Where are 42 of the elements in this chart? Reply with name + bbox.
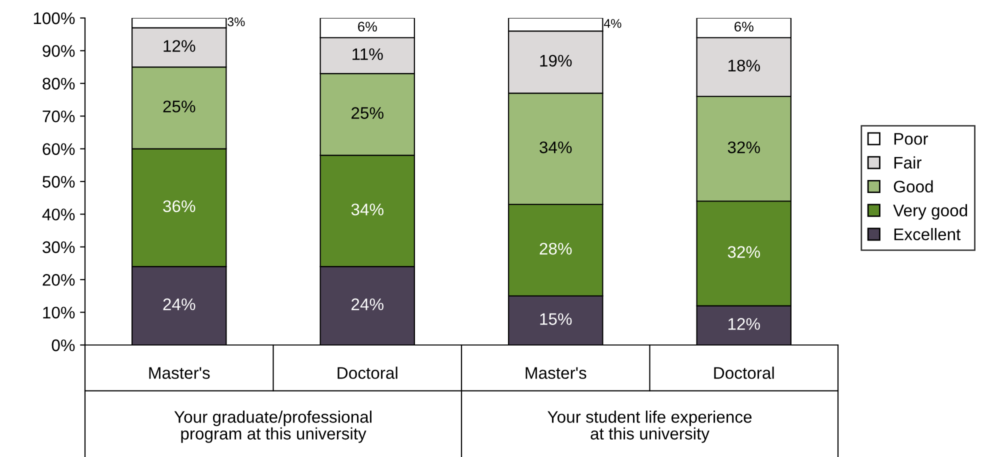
legend-label: Excellent (894, 228, 961, 240)
y-tick-label: 20% (42, 274, 75, 286)
legend-label: Good (894, 180, 933, 193)
data-label: 34% (351, 204, 384, 216)
y-tick-label: 100% (34, 12, 75, 24)
data-label: 36% (163, 200, 196, 212)
data-label: 6% (734, 22, 754, 32)
y-tick-label: 70% (42, 110, 75, 122)
legend-label: Poor (894, 133, 928, 145)
text: Your graduate/professional program at this university (174, 410, 372, 443)
data-label: 12% (728, 318, 760, 330)
y-tick-label: 60% (42, 143, 75, 156)
data-label: 32% (728, 141, 760, 154)
data-label: 25% (163, 100, 196, 112)
legend-label: Fair (894, 156, 922, 169)
y-tick-label: 40% (42, 208, 75, 220)
y-tick-label: 50% (42, 176, 75, 188)
x-tick-label: Master's (526, 367, 586, 379)
y-tick-label: 80% (42, 78, 75, 90)
data-label: 4% (604, 19, 622, 28)
data-label: 19% (540, 54, 572, 67)
x-tick-label: Doctoral (714, 366, 774, 379)
data-label: 34% (540, 141, 572, 154)
data-label: 15% (540, 313, 572, 325)
y-tick-label: 0% (52, 339, 75, 352)
data-label: 24% (163, 298, 196, 310)
data-label: 3% (228, 17, 245, 26)
data-label: 32% (728, 246, 760, 258)
data-label: 24% (352, 298, 384, 310)
x-tick-label: Doctoral (338, 366, 398, 379)
data-label: 18% (728, 60, 760, 72)
data-label: 28% (540, 242, 572, 255)
data-label: 11% (352, 48, 383, 60)
text: Your student life experience at this university (548, 410, 752, 443)
data-label: 25% (352, 107, 384, 119)
y-tick-label: 90% (42, 45, 75, 57)
data-label: 12% (164, 40, 196, 52)
data-label: 6% (358, 22, 377, 32)
y-tick-label: 30% (42, 241, 75, 254)
y-tick-label: 10% (43, 306, 75, 319)
legend-label: Very good (893, 204, 968, 220)
x-tick-label: Master's (149, 367, 210, 379)
